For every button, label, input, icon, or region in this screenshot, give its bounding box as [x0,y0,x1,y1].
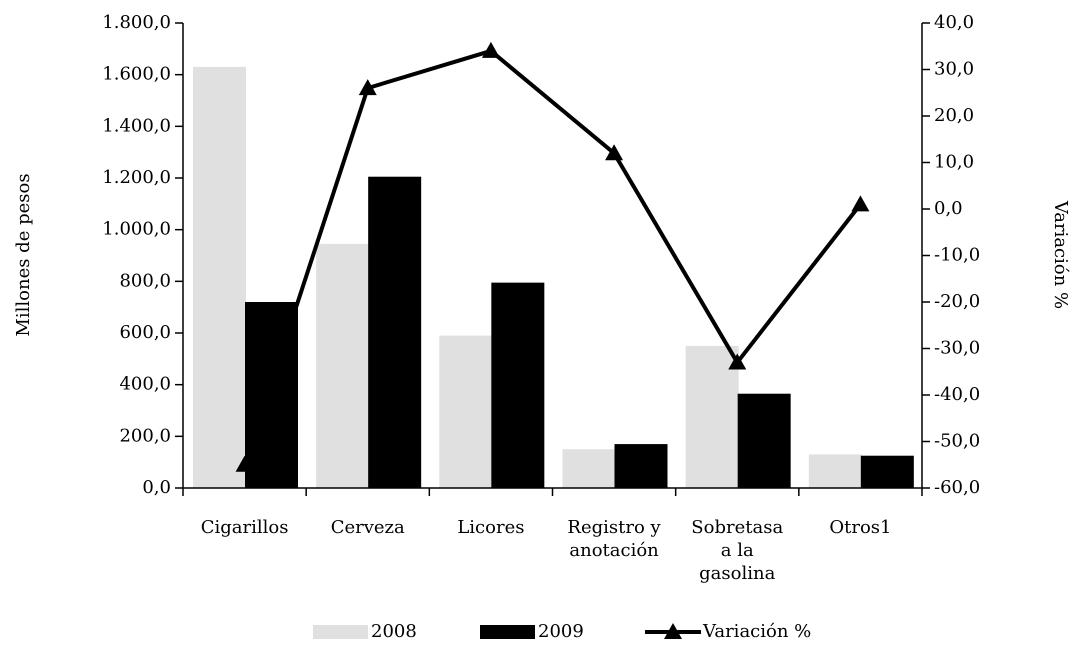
bar [562,449,616,488]
marker [851,195,870,212]
y2-tick-label: -40,0 [934,384,980,405]
x-tick-label: Sobretasa a la gasolina [691,517,783,584]
legend-swatch [480,625,535,639]
y-tick-label: 0,0 [142,477,171,498]
x-tick-label: Registro y anotación [567,517,661,561]
y2-tick-label: 20,0 [934,105,974,126]
y-tick-label: 1.000,0 [102,219,171,240]
y2-tick-label: -30,0 [934,338,980,359]
x-tick-label: Otros1 [829,517,891,538]
y-tick-label: 400,0 [119,374,171,395]
legend-label: Variación % [702,621,811,642]
y-tick-label: 1.800,0 [102,12,171,33]
marker [358,79,377,96]
y2-axis-label: Variación % [1050,200,1071,309]
y-tick-label: 1.600,0 [102,64,171,85]
marker [728,353,747,370]
bar [737,393,791,488]
y2-tick-label: 40,0 [934,12,974,33]
x-tick-label: Cigarillos [201,517,289,538]
legend-label: 2009 [538,621,584,642]
bar [368,176,422,489]
y2-tick-label: -10,0 [934,245,980,266]
bar [439,335,493,488]
y2-tick-label: -50,0 [934,431,980,452]
bar [860,455,914,488]
y-tick-label: 600,0 [119,322,171,343]
marker [235,455,254,472]
x-tick-label: Licores [457,517,524,538]
y2-tick-label: -20,0 [934,291,980,312]
bar [614,444,668,488]
bar [316,243,370,488]
y2-tick-label: 30,0 [934,59,974,80]
y-tick-label: 200,0 [119,425,171,446]
legend-label: 2008 [371,621,417,642]
y2-tick-label: 0,0 [934,198,963,219]
bar [685,345,739,488]
bar [491,282,545,488]
y-tick-label: 800,0 [119,270,171,291]
y-axis-label: Millones de pesos [13,173,34,336]
y-tick-label: 1.400,0 [102,115,171,136]
bar [193,66,246,489]
marker [481,41,500,58]
legend-swatch [313,625,368,639]
y2-tick-label: 10,0 [934,152,974,173]
y-tick-label: 1.200,0 [102,167,171,188]
marker [605,144,624,161]
line [242,48,862,466]
x-tick-label: Cerveza [331,517,405,538]
y2-tick-label: -60,0 [934,477,980,498]
legend-marker [664,623,682,639]
bar [808,454,862,488]
